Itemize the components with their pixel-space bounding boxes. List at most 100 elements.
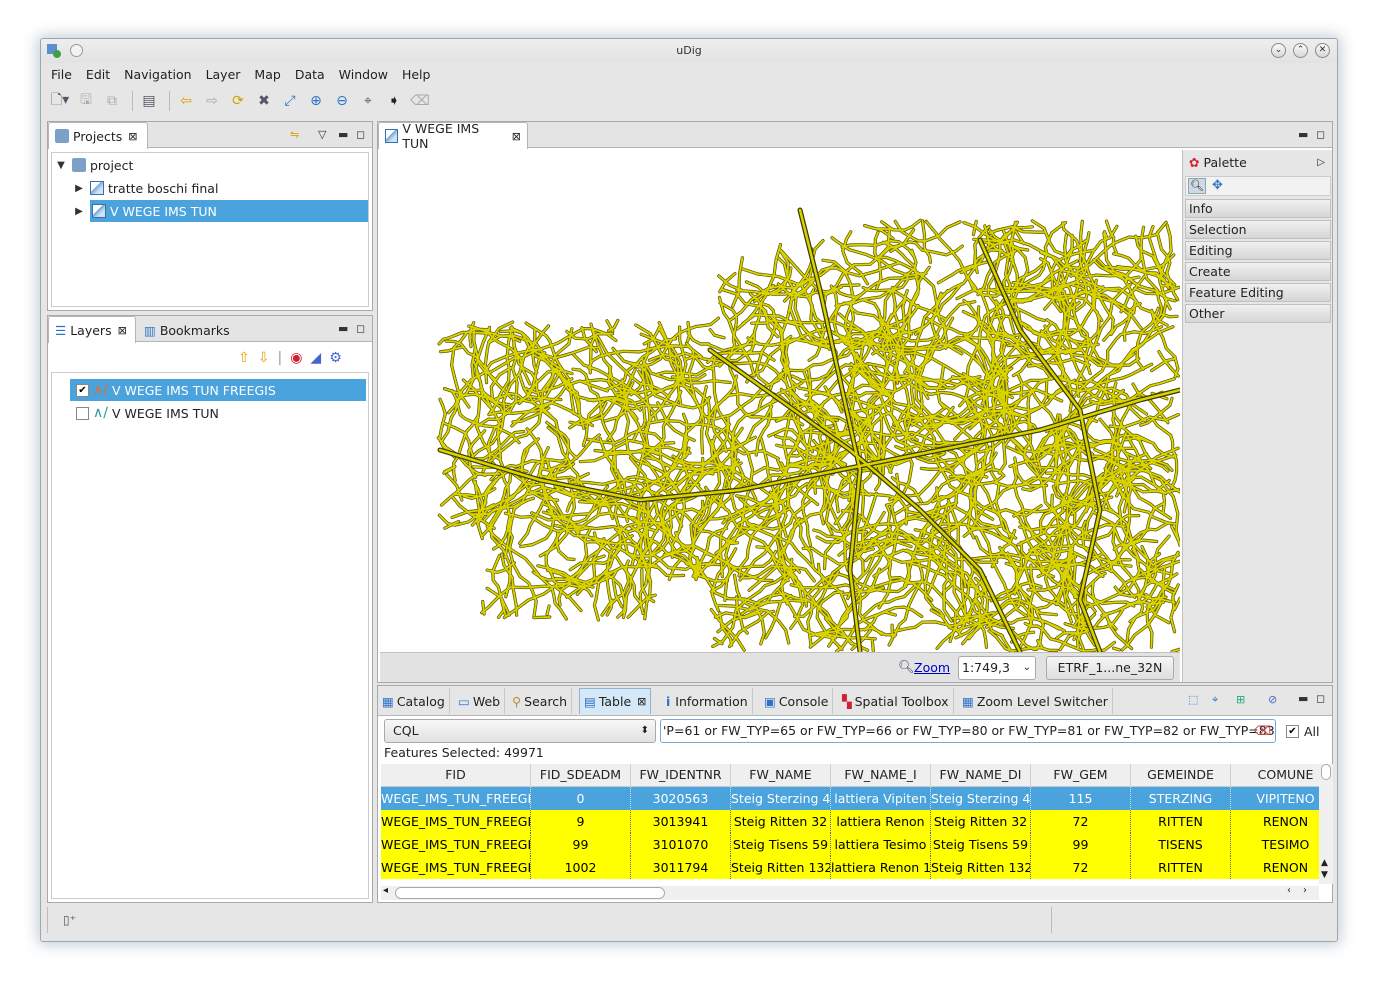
scroll-left-icon[interactable]: ◂ (383, 885, 389, 896)
expand-icon[interactable]: ▶ (75, 182, 83, 194)
zoom-selection-icon[interactable]: ⌖ (364, 93, 372, 109)
column-header-fw-name-di[interactable]: FW_NAME_DI (931, 764, 1031, 787)
zoom-in-icon[interactable]: ⊕ (310, 93, 322, 109)
minimize-window-button[interactable]: ⌄ (1271, 43, 1286, 58)
table-cell[interactable]: WEGE_IMS_TUN_FREEGIS (381, 856, 531, 879)
project-node[interactable]: ▼ project (54, 154, 370, 176)
table-cell[interactable]: 99 (1031, 833, 1131, 856)
close-window-button[interactable]: ✕ (1315, 43, 1330, 58)
menu-edit[interactable]: Edit (85, 66, 111, 82)
layer-properties-icon[interactable]: ⚙ (329, 350, 342, 366)
table-cell[interactable]: Steig Ritten 32 (731, 810, 831, 833)
map-canvas[interactable] (380, 150, 1180, 652)
save-icon[interactable]: 🖫 (80, 92, 92, 108)
crs-button[interactable]: ETRF_1...ne_32N (1046, 656, 1174, 680)
tab-projects[interactable]: Projects ⊠ (48, 122, 148, 149)
scroll-up-icon[interactable]: ▲ (1321, 858, 1328, 868)
vertical-scrollbar[interactable]: ▲ ▼ (1319, 764, 1333, 884)
move-up-icon[interactable]: ⇧ (238, 350, 250, 366)
table-row[interactable]: WEGE_IMS_TUN_FREEGIS 0 3020563 Steig Sterzi… (381, 787, 1319, 810)
table-cell[interactable]: VIPITENO (1231, 787, 1319, 810)
table-cell[interactable]: 72 (1031, 810, 1131, 833)
palette-group-create[interactable]: Create (1185, 262, 1331, 281)
table-cell[interactable]: 3101070 (631, 833, 731, 856)
table-cell[interactable]: RITTEN (1131, 856, 1231, 879)
tab-console[interactable]: ▣ Console (760, 688, 834, 714)
palette-group-selection[interactable]: Selection (1185, 220, 1331, 239)
column-header-fid[interactable]: FID (381, 764, 531, 787)
zoom-tool-icon[interactable]: 🔍︎ (1188, 178, 1206, 194)
table-cell[interactable]: 3020563 (631, 787, 731, 810)
clear-selection-icon[interactable]: ⊘ (1268, 693, 1278, 706)
tab-map-editor[interactable]: V WEGE IMS TUN ⊠ (378, 121, 528, 151)
column-header-fw-name[interactable]: FW_NAME (731, 764, 831, 787)
minimize-view-icon[interactable]: ▬ (338, 128, 349, 141)
menu-data[interactable]: Data (294, 66, 325, 82)
palette-group-editing[interactable]: Editing (1185, 241, 1331, 260)
table-cell[interactable]: lattiera Vipiten (831, 787, 931, 810)
menu-window[interactable]: Window (338, 66, 388, 82)
table-cell[interactable]: WEGE_IMS_TUN_FREEGIS (381, 833, 531, 856)
table-cell[interactable]: STERZING (1131, 787, 1231, 810)
table-row[interactable]: WEGE_IMS_TUN_FREEGIS 9 3013941 Steig Ritten… (381, 810, 1319, 833)
back-icon[interactable]: ⇦ (180, 93, 192, 109)
table-cell[interactable]: 115 (1031, 787, 1131, 810)
view-menu-icon[interactable]: ▽ (318, 128, 327, 141)
layer-visibility-checkbox[interactable] (76, 406, 89, 420)
table-cell[interactable]: WEGE_IMS_TUN_FREEGIS (381, 787, 531, 810)
tab-bookmarks[interactable]: ▥ Bookmarks (138, 318, 236, 342)
table-cell[interactable]: Steig Ritten 132 (731, 856, 831, 879)
menu-file[interactable]: File (51, 66, 72, 82)
column-header-fw-gem[interactable]: FW_GEM (1031, 764, 1131, 787)
move-down-icon[interactable]: ⇩ (257, 350, 270, 366)
clear-filter-icon[interactable]: ⌫ (1253, 723, 1271, 738)
minimize-view-icon[interactable]: ▬ (338, 322, 349, 335)
menu-navigation[interactable]: Navigation (124, 66, 192, 82)
fast-view-icon[interactable]: ▯⁺ (63, 913, 76, 927)
tab-information[interactable]: i Information (662, 688, 753, 714)
map-node-v-wege[interactable]: V WEGE IMS TUN (90, 200, 368, 222)
menu-map[interactable]: Map (254, 66, 281, 82)
close-tab-icon[interactable]: ⊠ (117, 323, 127, 337)
maximize-view-icon[interactable]: ◻ (356, 322, 366, 335)
table-cell[interactable]: 3011794 (631, 856, 731, 879)
refresh-icon[interactable]: ⟳ (232, 93, 244, 109)
table-cell[interactable]: Steig Ritten 32 (931, 810, 1031, 833)
table-row[interactable]: WEGE_IMS_TUN_FREEGIS 1002 3011794 Steig Rit… (381, 856, 1319, 879)
tab-web[interactable]: ▭ Web (454, 688, 506, 714)
horizontal-scrollbar[interactable]: ◂ ‹ › (381, 885, 1319, 900)
palette-group-feature-editing[interactable]: Feature Editing (1185, 283, 1331, 302)
minimize-editor-icon[interactable]: ▬ (1298, 128, 1309, 141)
window-menu-button[interactable] (70, 44, 83, 57)
tab-spatial-toolbox[interactable]: ▚ Spatial Toolbox (838, 688, 954, 714)
table-cell[interactable]: 72 (1031, 856, 1131, 879)
map-node-tratte[interactable]: ▶ tratte boschi final (72, 177, 368, 199)
tab-layers[interactable]: ☰ Layers ⊠ (48, 316, 136, 343)
link-editor-icon[interactable]: ⇋ (290, 128, 300, 141)
filter-language-select[interactable]: CQL ⬍ (384, 719, 656, 743)
palette-header[interactable]: ✿ Palette ▷ (1185, 152, 1331, 174)
table-cell[interactable]: 3013941 (631, 810, 731, 833)
maximize-editor-icon[interactable]: ◻ (1316, 128, 1326, 141)
select-icon[interactable]: ⬚ (1188, 693, 1199, 706)
collapse-palette-icon[interactable]: ▷ (1317, 157, 1325, 168)
table-cell[interactable]: lattiera Renon 1 (831, 856, 931, 879)
scale-combo[interactable]: 1:749,3 ⌄ (958, 656, 1036, 680)
table-cell[interactable]: RENON (1231, 810, 1319, 833)
column-header-fid-sdeadm[interactable]: FID_SDEADM (531, 764, 631, 787)
zoom-out-icon[interactable]: ⊖ (336, 93, 348, 109)
table-cell[interactable]: 1002 (531, 856, 631, 879)
style-icon[interactable]: ◉ (290, 350, 303, 366)
maximize-window-button[interactable]: ⌃ (1293, 43, 1308, 58)
layer-visibility-checkbox[interactable]: ✔ (76, 383, 89, 397)
table-cell[interactable]: TISENS (1131, 833, 1231, 856)
expand-icon[interactable]: ▶ (75, 205, 83, 217)
eraser-icon[interactable]: ⌫ (410, 93, 430, 109)
zoom-extent-icon[interactable]: ⤢ (284, 93, 296, 109)
scroll-right-icon[interactable]: › (1303, 885, 1307, 896)
table-cell[interactable]: Steig Ritten 132 (931, 856, 1031, 879)
maximize-view-icon[interactable]: ◻ (356, 128, 366, 141)
zoom-link[interactable]: Zoom (914, 660, 951, 675)
table-cell[interactable]: 9 (531, 810, 631, 833)
scroll-thumb[interactable] (1321, 764, 1331, 780)
